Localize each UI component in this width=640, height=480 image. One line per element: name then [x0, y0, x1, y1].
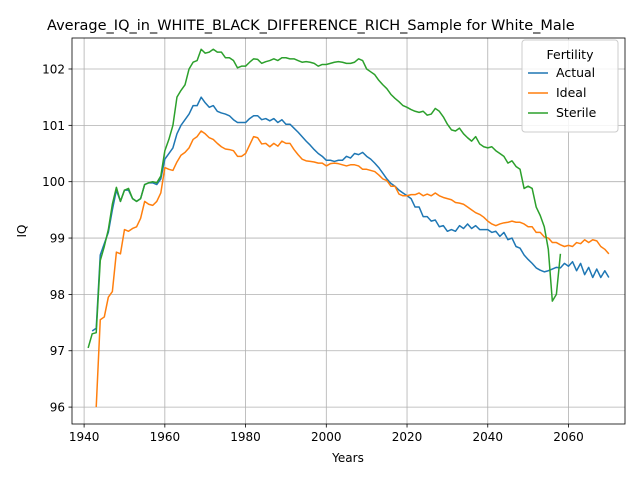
plot-frame: [71, 37, 626, 425]
x-tick-label: 2000: [311, 430, 342, 444]
x-tick-label: 1980: [230, 430, 261, 444]
y-tick-label: 100: [42, 175, 65, 189]
series-line-sterile: [87, 48, 562, 349]
y-tick-label: 101: [42, 119, 65, 133]
x-tick-label: 1940: [69, 430, 100, 444]
y-axis-label: IQ: [15, 225, 29, 238]
legend-box: [521, 39, 619, 133]
y-tick-label: 97: [50, 344, 65, 358]
y-tick-label: 98: [50, 288, 65, 302]
chart-title: Average_IQ_in_WHITE_BLACK_DIFFERENCE_RIC…: [47, 18, 575, 34]
y-axis: 96 97 98 99 100 101 102: [42, 62, 72, 415]
series-line-actual: [91, 96, 610, 332]
y-tick-label: 99: [50, 232, 65, 246]
y-tick-label: 96: [50, 401, 65, 415]
x-tick-label: 2040: [472, 430, 503, 444]
series-layer: [87, 48, 610, 408]
legend: Fertility Actual Ideal Sterile: [521, 39, 619, 133]
x-axis-label: Years: [331, 451, 364, 465]
legend-entries: Actual Ideal Sterile: [528, 65, 597, 120]
legend-label-ideal: Ideal: [556, 85, 586, 100]
x-tick-label: 2020: [392, 430, 423, 444]
x-tick-label: 1960: [150, 430, 181, 444]
legend-title: Fertility: [547, 47, 595, 62]
y-tick-label: 102: [42, 62, 65, 76]
x-axis: 1940 1960 1980 2000 2020 2040 2060: [69, 424, 584, 444]
x-tick-label: 2060: [553, 430, 584, 444]
series-line-ideal: [95, 130, 610, 408]
legend-label-sterile: Sterile: [556, 105, 597, 120]
legend-label-actual: Actual: [556, 65, 595, 80]
grid: [72, 38, 625, 424]
